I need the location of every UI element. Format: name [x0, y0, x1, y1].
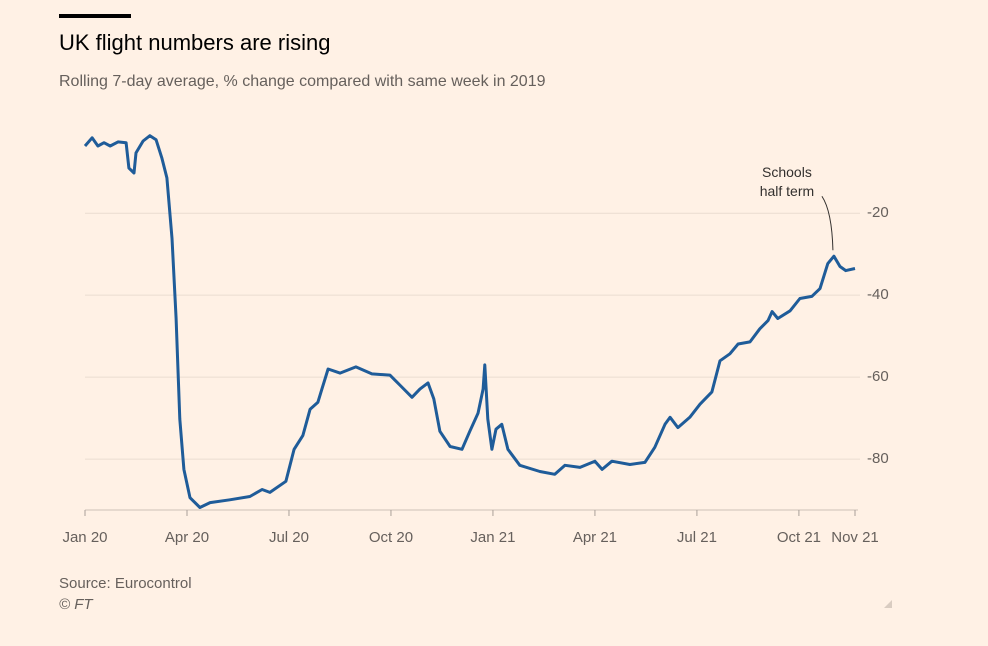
x-tick-label: Jan 20 [62, 529, 107, 546]
annotation-connector [821, 195, 834, 251]
annotation: Schools [762, 164, 812, 180]
y-tick-label: -80 [867, 450, 889, 467]
annotation: half term [760, 183, 814, 199]
chart-title: UK flight numbers are rising [59, 30, 330, 55]
y-tick-label: -60 [867, 368, 889, 385]
title-bar [59, 14, 131, 18]
x-tick-label: Jul 21 [677, 529, 717, 546]
x-tick-label: Apr 20 [165, 529, 209, 546]
x-tick-label: Jul 20 [269, 529, 309, 546]
x-tick-label: Apr 21 [573, 529, 617, 546]
y-tick-label: -40 [867, 286, 889, 303]
resize-icon [884, 600, 892, 608]
x-tick-label: Jan 21 [470, 529, 515, 546]
y-tick-label: -20 [867, 204, 889, 221]
source: Source: Eurocontrol [59, 575, 192, 592]
credit: © FT [59, 596, 94, 613]
x-tick-label: Oct 21 [777, 529, 821, 546]
x-tick-label: Oct 20 [369, 529, 413, 546]
x-tick-label: Nov 21 [831, 529, 879, 546]
line [83, 134, 856, 509]
chart-subtitle: Rolling 7-day average, % change compared… [59, 73, 546, 90]
